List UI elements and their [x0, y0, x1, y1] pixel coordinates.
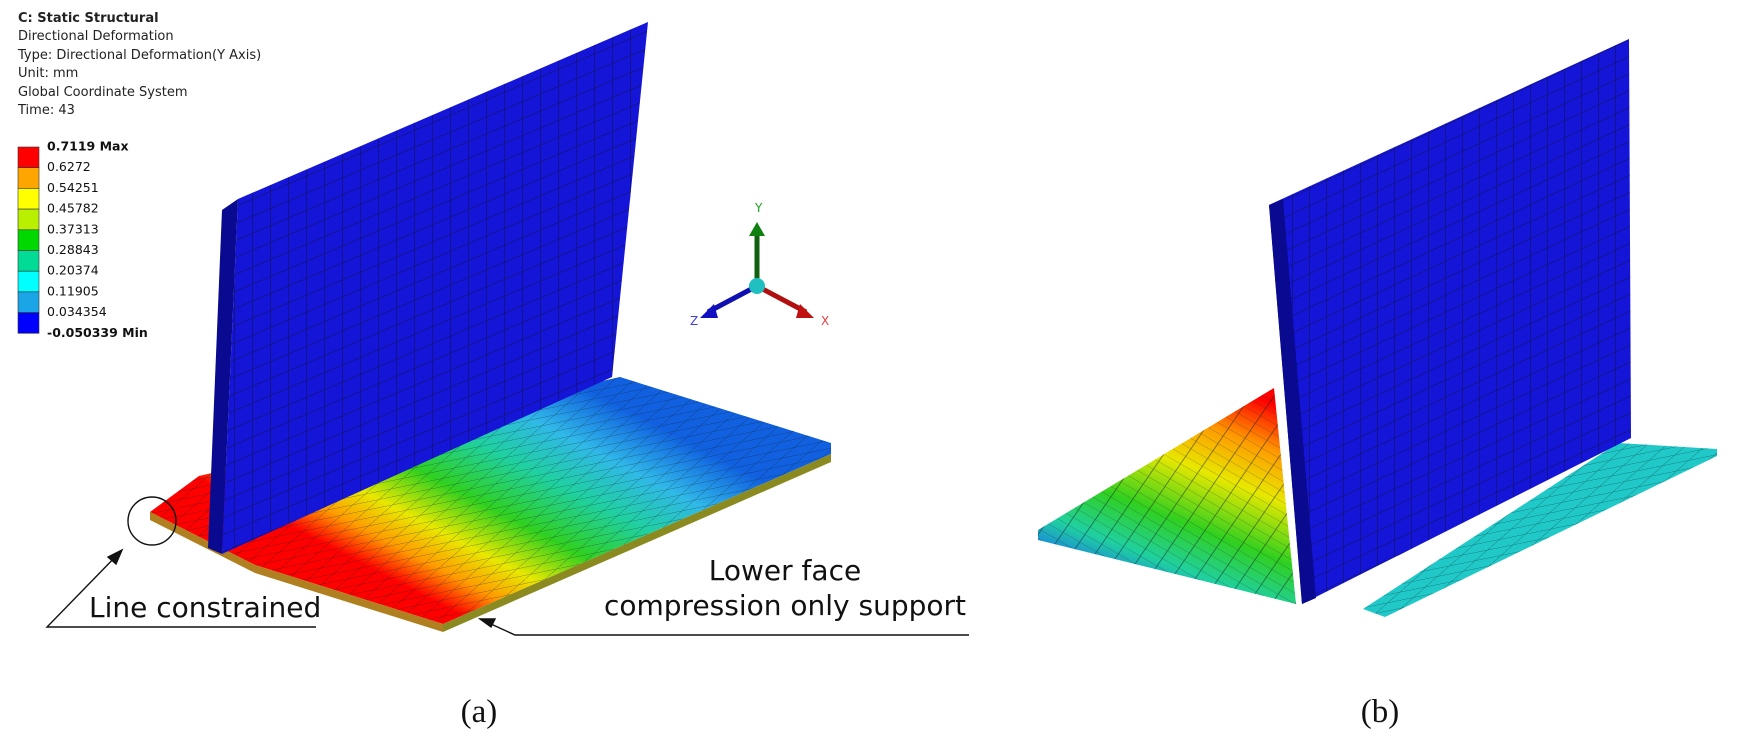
- annotation: Lower face: [709, 554, 861, 587]
- legend-swatch: [17, 312, 40, 334]
- header-line: C: Static Structural: [18, 11, 159, 26]
- model-b: [1038, 39, 1717, 617]
- header-line: Directional Deformation: [18, 29, 174, 44]
- legend-label: 0.11905: [47, 283, 99, 298]
- model-a: [150, 22, 831, 632]
- mesh: [1038, 388, 1296, 604]
- triad: Y X Z: [690, 201, 829, 328]
- header: C: Static Structural Directional Deforma…: [17, 11, 261, 118]
- annotation: compression only support: [604, 589, 966, 622]
- legend-swatch: [17, 250, 40, 272]
- legend-label: -0.050339 Min: [47, 325, 148, 340]
- legend-label: 0.28843: [47, 242, 99, 257]
- arrowhead: [477, 618, 497, 629]
- legend-swatch: [17, 146, 40, 169]
- annotations: [45, 496, 969, 636]
- legend-swatch: [17, 188, 40, 210]
- legend-label: 0.45782: [47, 201, 99, 216]
- plate-edge: [150, 512, 443, 632]
- axis-label: Z: [690, 314, 698, 328]
- legend-swatch: [17, 270, 40, 293]
- origin: [749, 278, 765, 294]
- arrowhead: [106, 548, 124, 566]
- arrow: [796, 304, 814, 318]
- legend-label: 0.54251: [47, 180, 99, 195]
- caption: (b): [1361, 694, 1399, 730]
- legend-swatch: [17, 167, 40, 189]
- axis-label: X: [821, 314, 829, 328]
- legend-swatch: [17, 208, 40, 231]
- legend-label: 0.20374: [47, 263, 99, 278]
- axis-label: Y: [754, 201, 763, 215]
- callout-circle: [127, 496, 177, 546]
- header-line: Global Coordinate System: [18, 85, 187, 100]
- mesh: [150, 377, 831, 624]
- legend-label: 0.7119 Max: [47, 139, 129, 154]
- web-edge: [1269, 199, 1316, 604]
- mesh: [1269, 39, 1631, 604]
- annotation: Line constrained: [89, 591, 321, 624]
- legend-swatch: [17, 291, 40, 313]
- axis-z: [706, 283, 759, 315]
- legend-label: 0.6272: [47, 159, 91, 174]
- header-line: Unit: mm: [18, 66, 78, 81]
- arrow: [749, 222, 765, 236]
- legend-label: 0.37313: [47, 221, 99, 236]
- mesh: [1363, 443, 1717, 617]
- caption: (a): [461, 694, 498, 730]
- header-line: Type: Directional Deformation(Y Axis): [17, 48, 261, 63]
- leader-line: [45, 549, 316, 628]
- header-line: Time: 43: [17, 103, 75, 118]
- legend-label: 0.034354: [47, 304, 107, 319]
- axis-x: [755, 283, 808, 315]
- legend-swatch: [17, 229, 40, 251]
- plate-edge: [443, 454, 831, 632]
- legend: 0.7119 Max 0.6272 0.54251 0.45782 0.37313 0.2…: [17, 139, 148, 340]
- arrow: [700, 304, 718, 318]
- web-edge: [208, 199, 238, 554]
- mesh: [222, 22, 648, 554]
